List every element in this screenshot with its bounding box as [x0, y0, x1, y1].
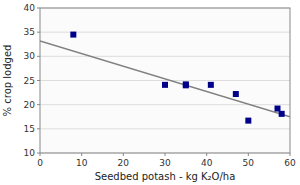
x-tick — [123, 153, 124, 156]
y-tick-label: 25 — [24, 76, 35, 86]
y-tick-label: 20 — [24, 100, 36, 110]
x-tick-label: 20 — [118, 158, 130, 168]
scatter-point — [275, 106, 281, 112]
grid-line — [40, 128, 290, 129]
y-tick — [37, 104, 40, 105]
x-tick-label: 50 — [243, 158, 255, 168]
scatter-point — [208, 82, 214, 88]
scatter-point — [245, 118, 251, 124]
y-tick-label: 30 — [24, 51, 36, 61]
scatter-point — [162, 82, 168, 88]
y-tick — [37, 8, 40, 9]
grid-line — [40, 32, 290, 33]
y-tick — [37, 80, 40, 81]
x-tick — [206, 153, 207, 156]
x-tick — [290, 153, 291, 156]
x-tick — [165, 153, 166, 156]
x-tick-label: 60 — [284, 158, 296, 168]
y-tick — [37, 32, 40, 33]
x-tick — [248, 153, 249, 156]
x-tick-label: 40 — [201, 158, 213, 168]
y-tick-label: 10 — [24, 148, 36, 158]
x-tick-label: 30 — [159, 158, 171, 168]
scatter-point — [279, 111, 285, 117]
grid-line — [40, 80, 290, 81]
marks — [40, 32, 290, 124]
x-tick — [81, 153, 82, 156]
y-tick — [37, 153, 40, 154]
y-axis-label: % crop lodged — [2, 45, 13, 117]
plot-area — [40, 8, 290, 153]
scatter-point — [183, 81, 189, 87]
chart: 010203040506010152025303540Seedbed potas… — [0, 0, 300, 185]
y-tick — [37, 128, 40, 129]
scatter-point — [183, 82, 189, 88]
y-tick-label: 35 — [24, 27, 35, 37]
scatter-point — [70, 32, 76, 38]
plot-frame — [40, 8, 290, 153]
y-tick-label: 40 — [24, 3, 36, 13]
grid-line — [40, 56, 290, 57]
y-tick-label: 15 — [24, 124, 35, 134]
x-axis-label: Seedbed potash - kg K₂O/ha — [95, 171, 236, 182]
x-tick-label: 0 — [37, 158, 43, 168]
scatter-point — [233, 91, 239, 97]
trend-line — [40, 41, 290, 117]
y-tick — [37, 56, 40, 57]
x-tick-label: 10 — [76, 158, 88, 168]
